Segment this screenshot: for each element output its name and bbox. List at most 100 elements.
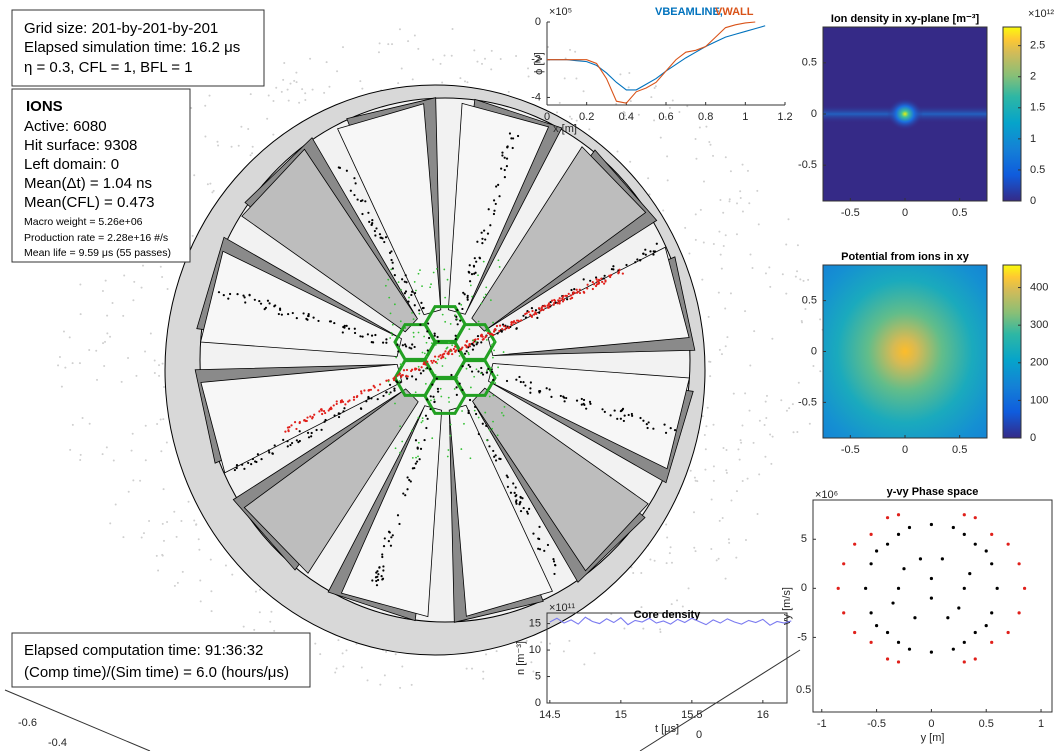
ion (553, 560, 555, 562)
ion (648, 421, 650, 423)
ion (473, 265, 475, 267)
heatmap (823, 27, 987, 201)
ion (437, 388, 439, 390)
ion-green (391, 332, 393, 334)
ion (282, 439, 284, 441)
background-particle (484, 58, 486, 60)
ion (388, 540, 390, 542)
ion (576, 400, 578, 402)
ion-green (447, 456, 449, 458)
background-particle (718, 231, 720, 233)
background-particle (647, 177, 649, 179)
background-particle (401, 666, 403, 668)
ion (411, 291, 413, 293)
background-particle (792, 403, 794, 405)
background-particle (59, 356, 61, 358)
background-particle (79, 459, 81, 461)
ion (612, 265, 614, 267)
ion (242, 294, 244, 296)
ion (392, 262, 394, 264)
ion (348, 328, 350, 330)
ion-beam (299, 421, 301, 423)
ion (437, 391, 439, 393)
ion (500, 168, 502, 170)
ion (583, 278, 585, 280)
ions-line: Left domain: 0 (24, 156, 119, 173)
ion (501, 152, 503, 154)
ion (416, 460, 418, 462)
ion (510, 137, 512, 139)
background-particle (742, 211, 744, 213)
background-particle (121, 381, 123, 383)
ion (420, 372, 422, 374)
background-particle (251, 152, 253, 154)
ion-green (480, 303, 482, 305)
background-particle (797, 244, 799, 246)
background-particle (733, 393, 735, 395)
colorbar-tick-label: 1 (1030, 133, 1036, 145)
ion-green (399, 452, 401, 454)
ion-green (444, 297, 446, 299)
ion (375, 227, 377, 229)
ion (346, 325, 348, 327)
ion (469, 366, 471, 368)
ion-green (470, 457, 472, 459)
background-particle (216, 141, 218, 143)
ion-beam (394, 376, 396, 378)
ion (522, 315, 524, 317)
ion (589, 401, 591, 403)
background-particle (594, 652, 596, 654)
ion (510, 492, 512, 494)
background-particle (735, 557, 737, 559)
background-particle (466, 81, 468, 83)
background-particle (444, 54, 446, 56)
point (957, 606, 960, 609)
ion (407, 476, 409, 478)
ion (393, 388, 395, 390)
point (842, 611, 845, 614)
point (985, 624, 988, 627)
ion (488, 445, 490, 447)
background-particle (749, 410, 751, 412)
ion (436, 378, 438, 380)
ion-beam (551, 300, 553, 302)
ion (427, 418, 429, 420)
background-particle (583, 663, 585, 665)
background-particle (88, 349, 90, 351)
x-tick-label: 15.5 (681, 709, 702, 721)
ion-green (408, 297, 410, 299)
background-particle (716, 559, 718, 561)
ion-beam (451, 353, 453, 355)
background-particle (106, 332, 108, 334)
ion (333, 414, 335, 416)
background-particle (747, 478, 749, 480)
background-particle (200, 600, 202, 602)
background-particle (401, 67, 403, 69)
ion-green (461, 410, 463, 412)
background-particle (482, 678, 484, 680)
ion (468, 271, 470, 273)
ion (469, 399, 471, 401)
ion (467, 295, 469, 297)
ion-green (470, 387, 472, 389)
ion (493, 456, 495, 458)
background-particle (131, 450, 133, 452)
background-particle (379, 42, 381, 44)
ion (367, 212, 369, 214)
ion-green (492, 322, 494, 324)
ion (394, 274, 396, 276)
ion-beam (492, 334, 494, 336)
ion-beam (294, 421, 296, 423)
ion (372, 341, 374, 343)
ion-beam (323, 410, 325, 412)
background-particle (157, 569, 159, 571)
ion-beam (547, 304, 549, 306)
ions-note: Macro weight = 5.26e+06 (24, 216, 143, 228)
ion-beam (490, 333, 492, 335)
ion-beam (473, 339, 475, 341)
ion (552, 558, 554, 560)
background-particle (740, 442, 742, 444)
ion-green (485, 287, 487, 289)
ion-beam (344, 403, 346, 405)
background-particle (282, 79, 284, 81)
